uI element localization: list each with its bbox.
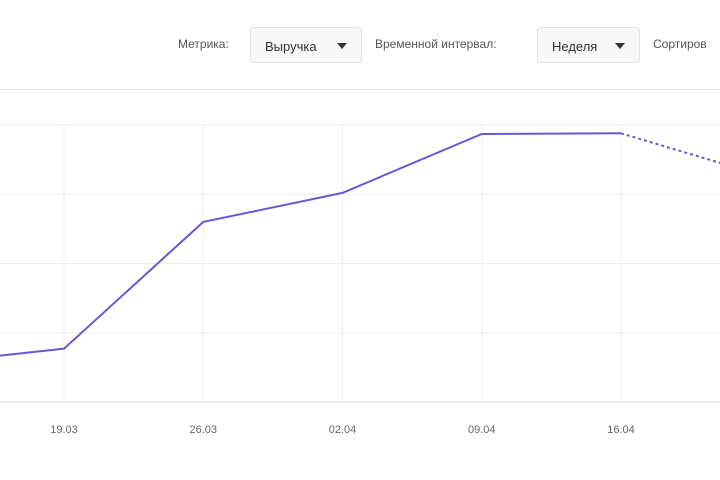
x-tick-label: 19.03 (50, 424, 78, 436)
sort-label[interactable]: Сортиров (653, 37, 707, 51)
interval-dropdown[interactable]: Неделя (537, 27, 640, 63)
caret (615, 43, 625, 49)
line (0, 132, 622, 357)
metric-value: Выручка (265, 39, 317, 54)
line-projection (620, 132, 720, 164)
x-tick-label: 02.04 (329, 424, 357, 436)
caret (337, 43, 347, 49)
metric-dropdown[interactable]: Выручка (250, 27, 362, 63)
metric-label: Метрика: (178, 37, 229, 51)
x-tick-label: 16.04 (607, 424, 635, 436)
x-tick-label: 09.04 (468, 424, 496, 436)
interval-value: Неделя (552, 39, 598, 54)
interval-label: Временной интервал: (375, 37, 497, 51)
x-tick-label: 26.03 (189, 424, 217, 436)
separator (0, 89, 720, 90)
